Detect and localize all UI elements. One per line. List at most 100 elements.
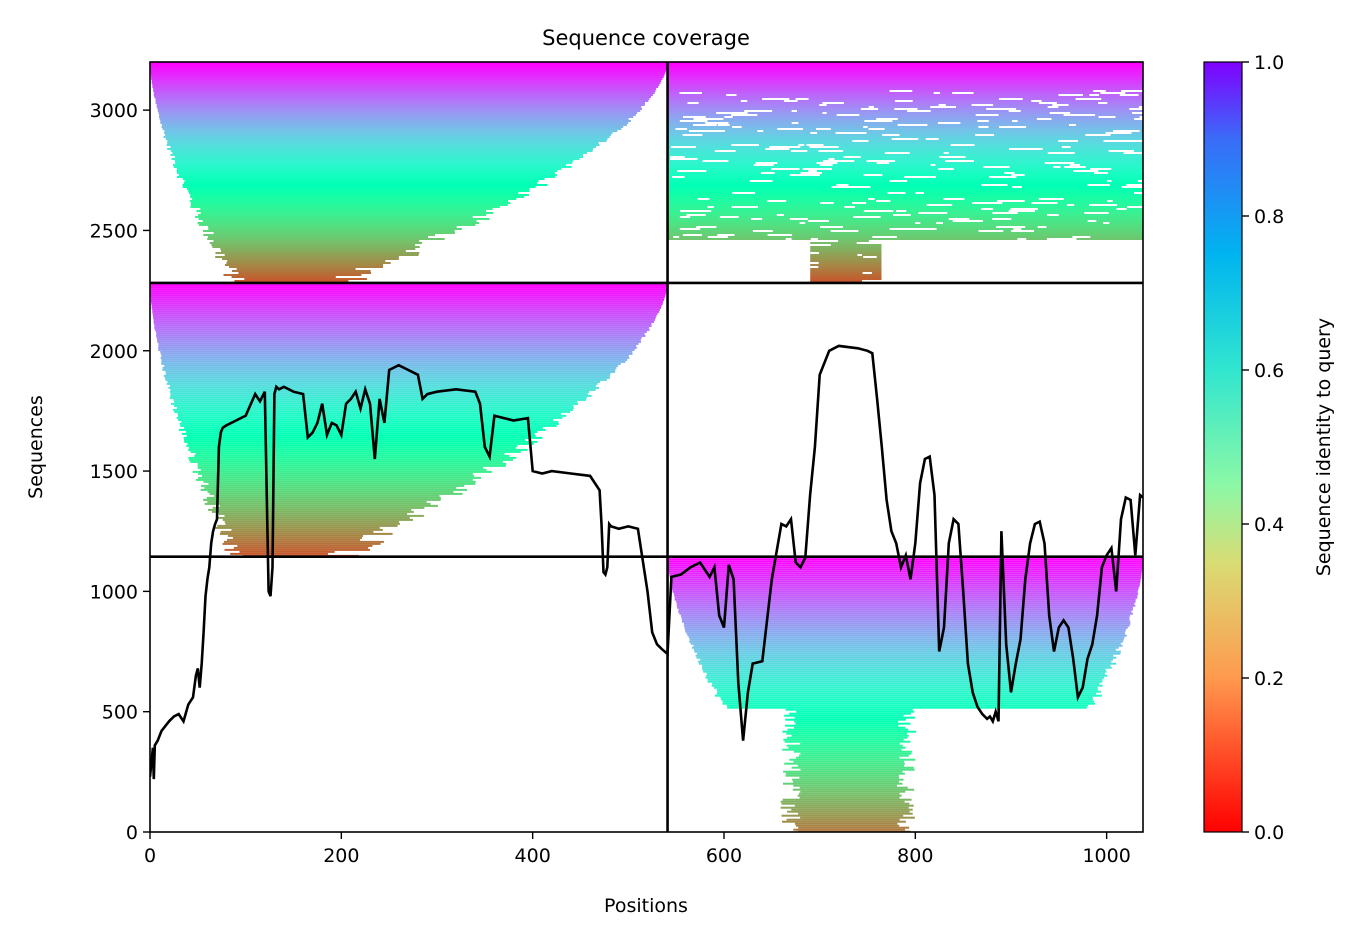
heatmap-row bbox=[213, 232, 455, 234]
heatmap-row bbox=[700, 658, 1113, 661]
colorbar-label: Sequence identity to query bbox=[1313, 318, 1335, 576]
heatmap-row bbox=[703, 670, 1107, 673]
heatmap-row bbox=[186, 444, 518, 447]
heatmap-row bbox=[782, 820, 906, 823]
heatmap-row bbox=[217, 516, 410, 519]
coverage-gap bbox=[1139, 116, 1143, 118]
heatmap-row bbox=[693, 644, 1123, 647]
coverage-gap bbox=[930, 164, 936, 166]
heatmap-row bbox=[198, 472, 473, 475]
heatmap-row bbox=[168, 386, 600, 389]
coverage-gap bbox=[938, 104, 946, 106]
heatmap-row bbox=[667, 144, 1143, 146]
heatmap-row bbox=[225, 264, 384, 266]
heatmap-row bbox=[794, 822, 898, 825]
heatmap-row bbox=[150, 72, 666, 74]
coverage-gap bbox=[1130, 278, 1140, 280]
x-tick-label: 200 bbox=[323, 845, 359, 867]
heatmap-row bbox=[707, 678, 1103, 681]
heatmap-row bbox=[667, 104, 1143, 106]
coverage-gap bbox=[1123, 152, 1142, 154]
coverage-gap bbox=[805, 244, 831, 246]
coverage-gap bbox=[1052, 104, 1069, 106]
heatmap-row bbox=[785, 718, 906, 721]
heatmap-row bbox=[727, 706, 1087, 709]
coverage-gap bbox=[1134, 192, 1143, 194]
coverage-gap bbox=[1013, 228, 1022, 230]
heatmap-row bbox=[153, 316, 656, 319]
heatmap-row bbox=[668, 566, 1143, 569]
coverage-gap bbox=[1011, 174, 1025, 176]
heatmap-row bbox=[150, 66, 667, 68]
coverage-gap bbox=[1031, 202, 1058, 204]
heatmap-row bbox=[158, 342, 639, 345]
coverage-gap bbox=[672, 176, 685, 178]
heatmap-row bbox=[207, 500, 427, 503]
heatmap-block bbox=[150, 62, 668, 284]
coverage-gap bbox=[1038, 262, 1071, 264]
heatmap-row bbox=[156, 104, 645, 106]
heatmap-row bbox=[167, 140, 607, 142]
coverage-gap bbox=[864, 120, 893, 122]
coverage-gap bbox=[936, 222, 943, 224]
coverage-gap bbox=[1134, 118, 1143, 120]
coverage-gap bbox=[1047, 152, 1075, 154]
heatmap-row bbox=[787, 728, 909, 731]
heatmap-row bbox=[667, 112, 1143, 114]
heatmap-row bbox=[185, 430, 538, 433]
x-axis: 0 200 400 600 800 1000 bbox=[144, 832, 1131, 867]
coverage-gap bbox=[992, 212, 1018, 214]
heatmap-row bbox=[167, 142, 599, 144]
coverage-heatmap bbox=[150, 62, 1143, 832]
heatmap-row bbox=[667, 146, 1143, 148]
colorbar-tick-label: 0.4 bbox=[1254, 514, 1284, 536]
coverage-gap bbox=[1058, 94, 1083, 96]
coverage-gap bbox=[714, 150, 736, 152]
coverage-gap bbox=[732, 126, 742, 128]
coverage-gap bbox=[1093, 90, 1106, 92]
heatmap-row bbox=[150, 298, 664, 301]
heatmap-row bbox=[200, 208, 493, 210]
coverage-gap bbox=[952, 92, 974, 94]
heatmap-row bbox=[667, 166, 1143, 168]
heatmap-row bbox=[190, 206, 500, 208]
coverage-gap bbox=[1047, 106, 1059, 108]
heatmap-row bbox=[160, 120, 631, 122]
heatmap-row bbox=[161, 358, 628, 361]
coverage-gap bbox=[1127, 206, 1143, 208]
heatmap-row bbox=[782, 730, 917, 733]
heatmap-row bbox=[200, 488, 468, 491]
heatmap-row bbox=[162, 128, 622, 130]
coverage-gap bbox=[862, 280, 892, 282]
coverage-gap bbox=[1008, 210, 1035, 212]
y-tick-label: 0 bbox=[126, 822, 138, 844]
heatmap-row bbox=[170, 384, 596, 387]
coverage-gap bbox=[789, 174, 820, 176]
coverage-gap bbox=[764, 246, 773, 248]
heatmap-row bbox=[195, 216, 473, 218]
heatmap-row bbox=[176, 170, 558, 172]
heatmap-row bbox=[787, 810, 910, 813]
heatmap-row bbox=[667, 154, 1143, 156]
heatmap-row bbox=[722, 702, 1096, 705]
heatmap-row bbox=[220, 248, 416, 250]
coverage-gap bbox=[719, 216, 739, 218]
heatmap-row bbox=[222, 542, 381, 545]
heatmap-row bbox=[180, 424, 557, 427]
heatmap-row bbox=[203, 480, 476, 483]
coverage-gap bbox=[945, 160, 974, 162]
coverage-gap bbox=[755, 162, 778, 164]
coverage-gap bbox=[1098, 266, 1124, 268]
heatmap-row bbox=[197, 464, 506, 467]
coverage-gap bbox=[820, 202, 834, 204]
heatmap-row bbox=[674, 594, 1138, 597]
heatmap-row bbox=[784, 740, 911, 743]
heatmap-row bbox=[175, 162, 573, 164]
coverage-gap bbox=[769, 146, 801, 148]
coverage-gap bbox=[889, 180, 908, 182]
heatmap-row bbox=[810, 272, 882, 274]
heatmap-row bbox=[206, 496, 441, 499]
coverage-gap bbox=[843, 156, 861, 158]
heatmap-row bbox=[224, 520, 400, 523]
heatmap-row bbox=[169, 396, 587, 399]
